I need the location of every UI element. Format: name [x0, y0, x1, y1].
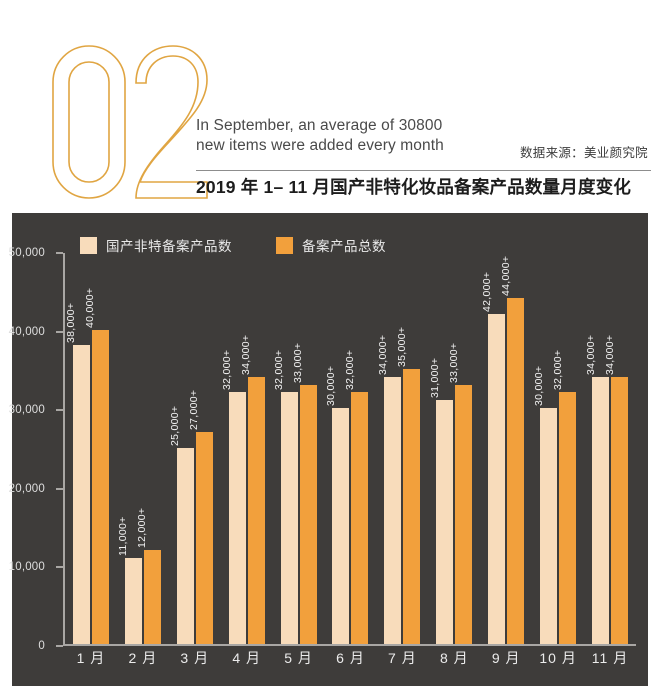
y-tick: 0	[38, 640, 63, 652]
bar-group: 31,000+ 33,000+	[428, 253, 480, 644]
bar-group: 32,000+ 34,000+	[221, 253, 273, 644]
bar-group: 32,000+ 33,000+	[273, 253, 325, 644]
bar-value-label: 27,000+	[188, 389, 201, 430]
bar-series1[interactable]: 38,000+	[65, 303, 90, 644]
bar-series1[interactable]: 32,000+	[221, 350, 246, 644]
bar-group: 30,000+ 32,000+	[325, 253, 377, 644]
y-tick-label: 10,000	[8, 561, 45, 574]
y-tick: 50,000	[9, 247, 63, 259]
bar-value-label: 34,000+	[584, 334, 597, 375]
bar-value-label: 34,000+	[603, 334, 616, 375]
y-tick: 20,000	[9, 483, 63, 495]
bar-series1[interactable]: 32,000+	[273, 350, 298, 644]
bar-group: 11,000+ 12,000+	[117, 253, 169, 644]
y-tick: 30,000	[9, 404, 63, 416]
y-tick-label: 0	[38, 640, 45, 652]
plot-area: 50,000 40,000 30,000 20,000 10,000 0 38,000+ 4…	[9, 247, 636, 666]
bar-group: 38,000+ 40,000+	[65, 253, 117, 644]
page-header: In September, an average of 30800 new it…	[0, 0, 660, 213]
bar-series2[interactable]: 27,000+	[188, 389, 213, 644]
bar-series1[interactable]: 25,000+	[169, 405, 194, 644]
x-axis-label: 9 月	[491, 650, 521, 666]
legend-swatch-series2	[276, 236, 293, 254]
x-axis-label: 4 月	[232, 650, 262, 666]
bar-series2[interactable]: 35,000+	[396, 327, 421, 644]
bar-value-label: 31,000+	[428, 357, 441, 399]
x-axis-label: 3 月	[180, 650, 210, 666]
y-tick-label: 40,000	[8, 325, 45, 338]
bar-group: 30,000+ 32,000+	[532, 253, 584, 644]
bar-value-label: 30,000+	[532, 365, 545, 407]
bar-value-label: 44,000+	[499, 255, 512, 297]
x-axis-line	[63, 644, 636, 646]
x-axis-label: 5 月	[284, 650, 313, 666]
bar-value-label: 34,000+	[240, 334, 253, 375]
headline-block: In September, an average of 30800 new it…	[196, 116, 656, 197]
bar-group: 34,000+ 34,000+	[584, 253, 636, 644]
x-axis-labels: 1 月 2 月 3 月 4 月 5 月 6 月 7 月 8 月 9 月 10 月 11 月	[65, 648, 636, 668]
bar-series2[interactable]: 32,000+	[344, 350, 369, 644]
bar-value-label: 25,000+	[169, 405, 182, 446]
bar-groups: 38,000+ 40,000+ 11,000+ 12,000+ 25,000+ 27,00…	[65, 253, 636, 644]
bar-series1[interactable]: 30,000+	[533, 366, 558, 644]
bar-value-label: 42,000+	[480, 271, 493, 312]
legend-label-series2: 备案产品总数	[302, 239, 386, 254]
y-tick: 40,000	[9, 326, 63, 338]
bar-value-label: 32,000+	[221, 350, 234, 391]
legend-swatch-series1	[80, 236, 97, 254]
bar-series1[interactable]: 30,000+	[325, 366, 350, 644]
bar-group: 34,000+ 35,000+	[376, 253, 428, 644]
page-title: 2019 年 1– 11 月国产非特化妆品备案产品数量月度变化	[196, 177, 632, 197]
bar-series2[interactable]: 40,000+	[84, 287, 109, 644]
section-number-graphic	[40, 36, 210, 208]
bar-value-label: 33,000+	[292, 342, 305, 383]
bar-series2[interactable]: 34,000+	[240, 334, 265, 644]
bar-series1[interactable]: 34,000+	[377, 334, 402, 644]
chart-legend: 国产非特备案产品数 备案产品总数	[80, 235, 386, 255]
y-tick-label: 50,000	[8, 247, 45, 259]
headline-en-line2: new items were added every month	[196, 137, 444, 154]
bar-series1[interactable]: 31,000+	[429, 358, 454, 644]
x-axis-label: 10 月	[539, 650, 577, 666]
bar-value-label: 11,000+	[117, 515, 130, 556]
y-tick-label: 30,000	[8, 404, 45, 417]
bar-value-label: 34,000+	[376, 334, 389, 375]
y-tick-label: 20,000	[8, 482, 45, 495]
y-axis-line	[63, 253, 65, 646]
bar-value-label: 30,000+	[324, 365, 337, 407]
bar-series1[interactable]: 11,000+	[117, 516, 142, 644]
chart-panel: 国产非特备案产品数 备案产品总数 50,000 40,000 30,000 20,00…	[9, 213, 648, 686]
bar-group: 25,000+ 27,000+	[169, 253, 221, 644]
legend-item-series2[interactable]: 备案产品总数	[276, 235, 386, 255]
x-axis-label: 1 月	[76, 650, 106, 666]
headline-en-line1: In September, an average of 30800	[196, 117, 443, 134]
x-axis-label: 11 月	[591, 650, 629, 666]
bar-series2[interactable]: 12,000+	[136, 507, 161, 644]
bar-value-label: 32,000+	[273, 350, 286, 391]
bar-value-label: 38,000+	[65, 302, 78, 344]
bar-series2[interactable]: 33,000+	[448, 342, 473, 644]
header-divider	[196, 170, 651, 171]
legend-label-series1: 国产非特备案产品数	[106, 239, 232, 254]
bar-value-label: 32,000+	[551, 350, 564, 391]
bar-series1[interactable]: 42,000+	[481, 272, 506, 644]
bar-value-label: 33,000+	[447, 342, 460, 383]
bar-group: 42,000+ 44,000+	[480, 253, 532, 644]
x-axis-label: 8 月	[439, 650, 469, 666]
x-axis-label: 2 月	[128, 650, 158, 666]
bar-series2[interactable]: 44,000+	[500, 256, 525, 644]
bar-value-label: 12,000+	[136, 507, 149, 548]
y-tick: 10,000	[9, 561, 63, 573]
bar-value-label: 35,000+	[395, 326, 408, 367]
bar-value-label: 40,000+	[84, 287, 97, 328]
bar-value-label: 32,000+	[343, 350, 356, 391]
legend-item-series1[interactable]: 国产非特备案产品数	[80, 235, 232, 255]
bar-series1[interactable]: 34,000+	[585, 334, 610, 644]
x-axis-label: 7 月	[388, 650, 417, 666]
bar-series2[interactable]: 32,000+	[552, 350, 577, 644]
bar-series2[interactable]: 34,000+	[604, 334, 629, 644]
data-source: 数据来源：美业颜究院	[519, 146, 648, 160]
x-axis-label: 6 月	[336, 650, 365, 666]
bar-series2[interactable]: 33,000+	[292, 342, 317, 644]
